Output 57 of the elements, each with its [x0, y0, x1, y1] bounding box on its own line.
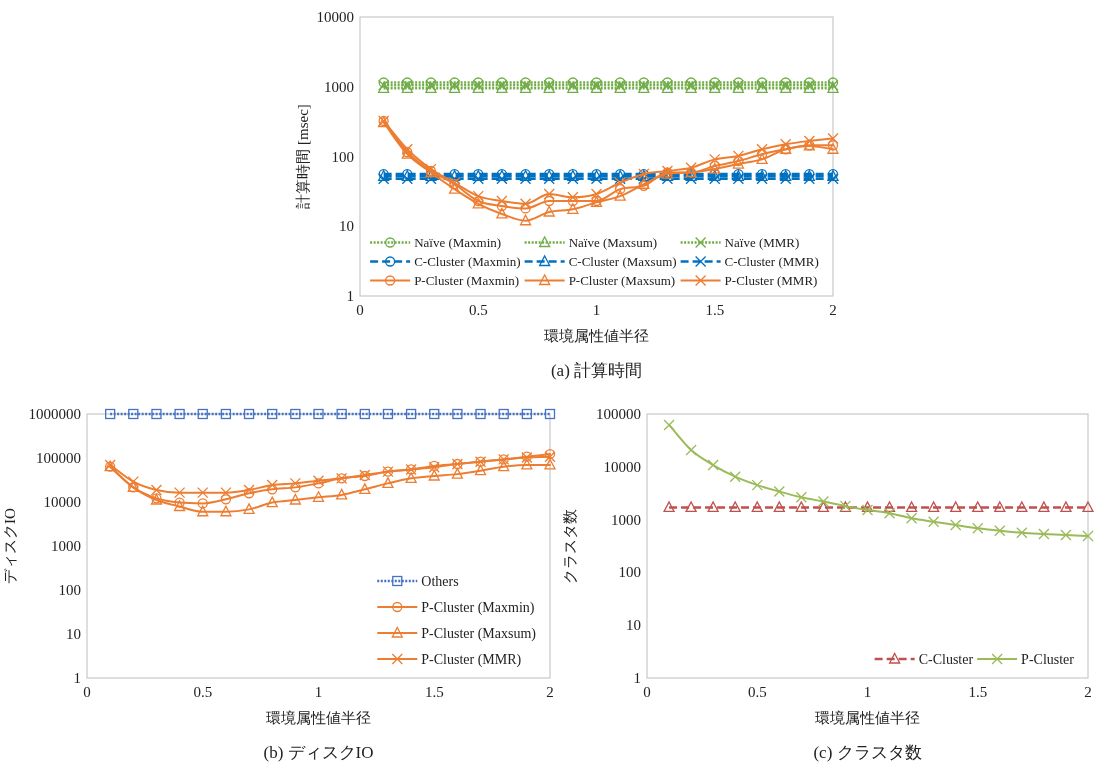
- y-tick-label: 100: [331, 148, 354, 165]
- y-tick-label: 1: [633, 670, 641, 686]
- y-tick-label: 10: [339, 218, 354, 235]
- legend-label: Naïve (MMR): [724, 235, 800, 250]
- y-axis-title: ディスクIO: [2, 507, 18, 584]
- y-axis-title: 計算時間 [msec]: [295, 104, 311, 209]
- y-tick-label: 10000: [603, 458, 641, 475]
- legend-label: C-Cluster (MMR): [724, 254, 819, 269]
- x-tick-label: 1: [592, 302, 601, 318]
- legend-label: P-Cluster (Maxmin): [414, 273, 520, 288]
- y-tick-label: 100: [58, 582, 81, 598]
- y-tick-label: 1000: [51, 538, 81, 554]
- legend-label: P-Cluster (Maxsum): [568, 273, 676, 288]
- y-tick-label: 10000: [43, 494, 81, 510]
- x-axis-title: 環境属性値半径: [815, 710, 920, 726]
- x-tick-label: 0.5: [747, 684, 767, 700]
- y-tick-label: 10: [66, 626, 81, 642]
- y-tick-label: 100000: [596, 406, 641, 422]
- x-tick-label: 0: [356, 302, 364, 318]
- x-tick-label: 0: [643, 684, 651, 700]
- y-tick-label: 10000: [316, 9, 354, 25]
- legend-label: C-Cluster: [918, 651, 974, 667]
- x-tick-label: 2: [1084, 684, 1092, 700]
- legend-label: C-Cluster (Maxmin): [414, 254, 521, 269]
- legend-label: P-Cluster (MMR): [421, 651, 522, 668]
- legend-label: P-Cluster (MMR): [724, 273, 818, 288]
- y-axis-title: クラスタ数: [562, 508, 578, 584]
- x-tick-label: 0.5: [468, 302, 488, 318]
- legend-label: P-Cluster (Maxmin): [421, 599, 535, 616]
- legend-label: P-Cluster (Maxsum): [421, 625, 537, 642]
- y-tick-label: 10: [626, 617, 641, 634]
- x-tick-label: 1.5: [968, 684, 988, 700]
- y-tick-label: 1000: [611, 511, 641, 528]
- text: (c) クラスタ数: [813, 743, 922, 762]
- x-tick-label: 2: [546, 684, 554, 700]
- x-tick-label: 2: [829, 302, 837, 318]
- text: (a) 計算時間: [550, 361, 643, 380]
- y-tick-label: 1: [346, 288, 354, 304]
- x-tick-label: 1.5: [705, 302, 725, 318]
- y-tick-label: 1000: [324, 78, 354, 95]
- x-tick-label: 1: [314, 684, 323, 700]
- y-tick-label: 1: [73, 670, 81, 686]
- x-tick-label: 1.5: [424, 684, 444, 700]
- x-axis-title: 環境属性値半径: [544, 328, 649, 344]
- y-tick-label: 1000000: [28, 406, 81, 422]
- text: (b) ディスクIO: [263, 743, 374, 762]
- x-tick-label: 0.5: [193, 684, 213, 700]
- legend-label: C-Cluster (Maxsum): [568, 254, 677, 269]
- x-axis-title: 環境属性値半径: [266, 710, 371, 726]
- x-tick-label: 1: [863, 684, 872, 700]
- x-tick-label: 0: [83, 684, 91, 700]
- legend-label: Naïve (Maxmin): [414, 235, 502, 250]
- legend-label: Naïve (Maxsum): [568, 235, 658, 250]
- legend-label: Others: [421, 573, 459, 589]
- y-tick-label: 100000: [36, 450, 81, 466]
- legend-label: P-Cluster: [1021, 651, 1075, 667]
- y-tick-label: 100: [618, 564, 641, 581]
